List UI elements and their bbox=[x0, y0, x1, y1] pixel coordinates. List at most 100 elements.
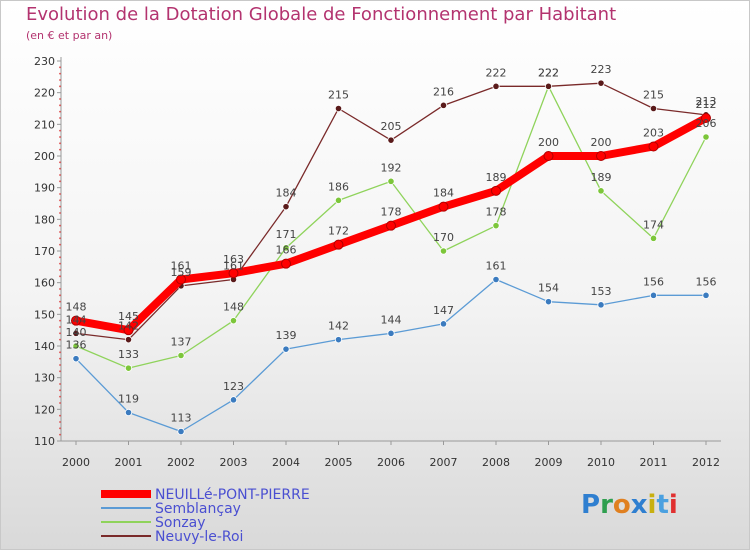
data-point bbox=[701, 113, 711, 123]
data-point bbox=[281, 258, 291, 269]
y-minor-tick bbox=[59, 402, 61, 404]
data-label: 123 bbox=[223, 380, 244, 393]
data-label: 206 bbox=[696, 117, 717, 130]
data-point bbox=[649, 104, 658, 113]
x-tick-label: 2010 bbox=[587, 456, 615, 469]
y-minor-tick bbox=[59, 364, 61, 366]
data-label: 142 bbox=[328, 320, 349, 333]
data-label: 178 bbox=[486, 206, 507, 219]
x-tick-label: 2012 bbox=[692, 456, 720, 469]
legend-label: Semblançay bbox=[155, 501, 241, 517]
data-point bbox=[72, 355, 80, 363]
y-minor-tick bbox=[59, 256, 61, 259]
data-label: 203 bbox=[643, 127, 664, 140]
y-tick-label: 200 bbox=[34, 150, 55, 163]
data-label: 156 bbox=[643, 275, 664, 288]
y-minor-tick bbox=[59, 193, 61, 195]
y-minor-tick bbox=[59, 383, 61, 385]
y-minor-tick bbox=[59, 180, 61, 183]
x-tick-label: 2007 bbox=[430, 456, 458, 469]
data-point bbox=[439, 247, 448, 255]
data-point bbox=[71, 315, 81, 326]
data-label: 215 bbox=[643, 89, 664, 102]
y-minor-tick bbox=[59, 136, 61, 138]
data-label: 200 bbox=[591, 136, 612, 149]
data-label: 192 bbox=[381, 161, 402, 174]
y-minor-tick bbox=[59, 167, 61, 170]
x-tick-label: 2001 bbox=[115, 456, 143, 469]
x-tick-label: 2002 bbox=[167, 456, 195, 469]
y-minor-tick bbox=[59, 104, 61, 107]
data-label: 216 bbox=[433, 85, 454, 98]
data-label: 161 bbox=[223, 260, 244, 273]
y-tick-label: 230 bbox=[34, 55, 55, 68]
y-minor-tick bbox=[59, 110, 61, 113]
y-minor-tick bbox=[59, 357, 61, 360]
y-tick-label: 190 bbox=[34, 182, 55, 195]
data-label: 137 bbox=[171, 336, 192, 349]
data-point bbox=[387, 136, 395, 144]
y-minor-tick bbox=[59, 205, 61, 208]
data-point bbox=[333, 239, 344, 250]
data-point bbox=[176, 274, 186, 285]
data-point bbox=[282, 203, 290, 211]
data-label: 212 bbox=[696, 98, 717, 111]
y-minor-tick bbox=[59, 72, 61, 75]
y-tick-label: 150 bbox=[34, 308, 55, 321]
data-point bbox=[649, 291, 658, 299]
y-minor-tick bbox=[59, 307, 61, 309]
data-label: 136 bbox=[66, 339, 87, 352]
data-label: 215 bbox=[328, 89, 349, 102]
data-point bbox=[229, 396, 238, 404]
x-tick-label: 2009 bbox=[535, 456, 563, 469]
logo-letter: x bbox=[630, 490, 648, 520]
data-label: 148 bbox=[223, 301, 244, 314]
y-tick-label: 210 bbox=[34, 118, 55, 131]
y-tick-label: 130 bbox=[34, 372, 55, 385]
data-label: 213 bbox=[696, 95, 717, 108]
data-label: 189 bbox=[486, 171, 507, 184]
logo-letter: r bbox=[600, 490, 613, 520]
y-minor-tick bbox=[59, 199, 61, 202]
data-label: 178 bbox=[381, 206, 402, 219]
logo-letter: t bbox=[656, 490, 669, 520]
data-label: 140 bbox=[66, 326, 87, 339]
y-minor-tick bbox=[59, 224, 61, 227]
logo-letter: i bbox=[668, 490, 678, 520]
chart-subtitle: (en € et par an) bbox=[26, 29, 113, 42]
data-label: 174 bbox=[643, 218, 664, 231]
data-label: 153 bbox=[591, 285, 612, 298]
y-minor-tick bbox=[59, 427, 61, 430]
x-tick-label: 2004 bbox=[272, 456, 300, 469]
data-label: 159 bbox=[171, 266, 192, 279]
data-label: 119 bbox=[118, 393, 139, 406]
x-tick-label: 2011 bbox=[640, 456, 668, 469]
y-minor-tick bbox=[59, 395, 61, 398]
data-label: 184 bbox=[276, 187, 297, 200]
data-label: 163 bbox=[223, 253, 244, 266]
y-minor-tick bbox=[59, 326, 61, 328]
x-tick-label: 2005 bbox=[325, 456, 353, 469]
y-minor-tick bbox=[59, 98, 61, 100]
data-point bbox=[282, 345, 290, 353]
data-point bbox=[334, 196, 343, 204]
data-point bbox=[702, 291, 710, 299]
data-label: 144 bbox=[381, 313, 402, 326]
series-line-1 bbox=[75, 278, 706, 433]
logo-letter: P bbox=[581, 490, 601, 520]
y-minor-tick bbox=[59, 319, 61, 322]
data-point bbox=[177, 427, 185, 436]
data-point bbox=[177, 351, 185, 360]
data-point bbox=[334, 336, 343, 344]
data-point bbox=[334, 104, 343, 113]
data-label: 133 bbox=[118, 348, 139, 361]
data-label: 166 bbox=[276, 244, 297, 257]
y-minor-tick bbox=[59, 294, 61, 297]
y-minor-tick bbox=[59, 237, 61, 240]
data-label: 154 bbox=[538, 282, 559, 295]
y-minor-tick bbox=[59, 389, 61, 392]
y-minor-tick bbox=[59, 262, 61, 265]
data-point bbox=[492, 82, 500, 90]
data-point bbox=[492, 222, 500, 230]
